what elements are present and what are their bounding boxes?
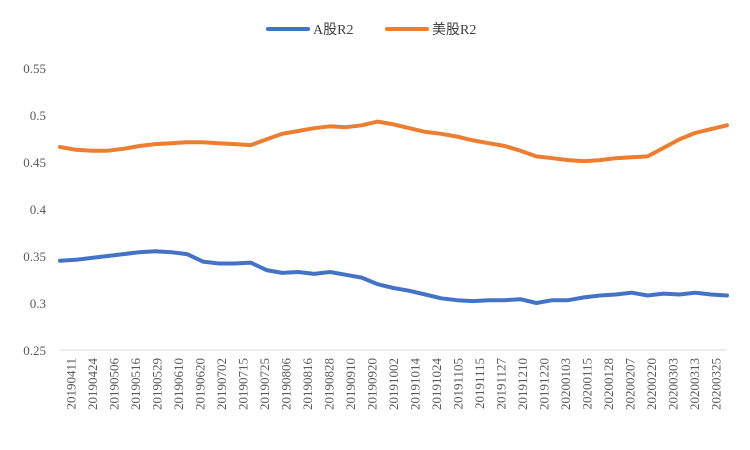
x-tick-label: 20191220 <box>537 358 552 410</box>
x-tick-label: 20190506 <box>106 358 121 411</box>
legend-label-2: 美股R2 <box>432 22 476 38</box>
x-tick-label: 20190529 <box>149 358 164 410</box>
x-tick-label: 20200115 <box>580 358 595 410</box>
x-tick-label: 20200313 <box>687 358 702 410</box>
x-tick-label: 20190424 <box>85 358 100 411</box>
plot-area <box>58 119 729 305</box>
x-tick-label: 20190910 <box>343 358 358 410</box>
x-tick-label: 20191014 <box>408 358 423 411</box>
x-tick-label: 20200325 <box>709 358 724 410</box>
x-tick-label: 20191002 <box>386 358 401 410</box>
x-tick-label: 20190920 <box>364 358 379 410</box>
y-tick-label: 0.35 <box>23 249 46 264</box>
y-tick-label: 0.25 <box>23 343 46 358</box>
x-tick-label: 20191115 <box>472 358 487 409</box>
y-tick-label: 0.55 <box>23 61 46 76</box>
series-line-2 <box>58 119 729 164</box>
x-tick-label: 20190702 <box>214 358 229 410</box>
x-tick-label: 20190828 <box>321 358 336 410</box>
y-tick-label: 0.45 <box>23 155 46 170</box>
x-axis: 20190411 20190424 20190506 20190516 20190529… <box>60 349 727 411</box>
x-tick-label: 20191127 <box>494 358 509 410</box>
x-tick-label: 20190516 <box>128 358 143 411</box>
x-tick-label: 20200220 <box>644 358 659 410</box>
legend-label-1: A股R2 <box>313 23 353 38</box>
x-tick-label: 20190411 <box>63 358 78 410</box>
x-tick-label: 20191024 <box>429 358 444 411</box>
x-tick-label: 20200128 <box>601 358 616 410</box>
y-tick-label: 0.3 <box>30 296 46 311</box>
x-tick-label: 20190610 <box>171 358 186 410</box>
x-tick-label: 20190816 <box>300 358 315 411</box>
y-tick-label: 0.5 <box>30 108 46 123</box>
x-tick-label: 20190620 <box>192 358 207 410</box>
x-tick-label: 20200303 <box>666 358 681 410</box>
x-tick-label: 20191210 <box>515 358 530 410</box>
x-tick-label: 20191105 <box>451 358 466 410</box>
x-tick-label: 20190715 <box>235 358 250 410</box>
legend: A股R2 美股R2 <box>266 22 476 38</box>
x-tick-label: 20190725 <box>257 358 272 410</box>
series-line-1 <box>58 249 729 305</box>
y-axis: 0.25 0.3 0.35 0.4 0.45 0.5 0.55 <box>23 61 46 358</box>
x-tick-label: 20200207 <box>623 358 638 411</box>
y-tick-label: 0.4 <box>30 202 47 217</box>
x-tick-label: 20200103 <box>558 358 573 410</box>
x-tick-label: 20190806 <box>278 358 293 411</box>
